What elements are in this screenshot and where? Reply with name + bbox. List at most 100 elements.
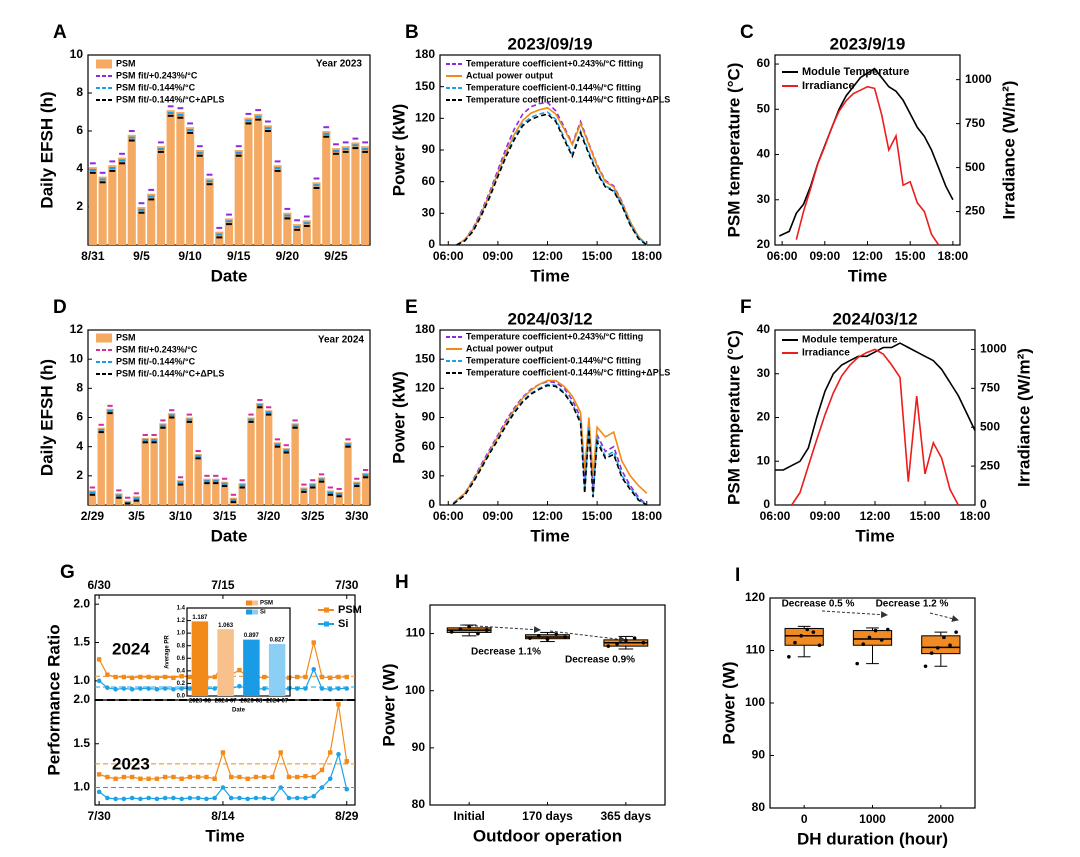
y-tick-label: 6 [76,123,83,137]
x-tick-label: 8/29 [335,809,359,823]
point [606,644,611,648]
bar [98,176,107,245]
point [261,686,267,691]
y-axis-label: PSM temperature (°C) [724,330,743,505]
x-axis-label: Time [530,526,569,545]
panel: D Date Daily EFSH (h) 2 4 6 8 10 12 2/29 3/5 3/10 3/… [37,297,371,545]
x-axis-label: Time [855,526,894,545]
series-line [456,106,648,246]
point [861,642,866,646]
bar [191,621,209,696]
bar [302,220,311,245]
point [476,631,480,636]
series-line [456,101,648,246]
point [311,667,317,672]
x-tick-label: 170 days [522,809,573,823]
panel: C 2023/9/19 Time PSM temperature (°C) Irradi… [724,22,1018,285]
legend-swatch [252,609,258,615]
y-axis-label: Performance Ratio [44,624,63,775]
legend-label: Temperature coefficient-0.144%/°C fittin… [466,355,641,365]
annotation: Year 2023 [316,59,363,70]
point [278,785,284,790]
point [154,675,160,680]
legend-label: Temperature coefficient-0.144%/°C fittin… [466,82,641,92]
bar [108,165,117,245]
point [171,774,176,780]
point [311,793,317,799]
y-tick-label: 0 [428,497,435,511]
point [458,627,463,631]
y2-tick-label: 1000 [965,72,992,86]
x-tick-label: 8/31 [81,249,105,263]
point [336,702,341,707]
arrow [549,630,626,643]
y2-tick-label: 500 [965,160,985,174]
point [344,686,350,691]
legend-swatch [96,333,112,343]
bar [256,402,264,505]
point [615,642,619,646]
point [294,795,300,801]
bar [361,146,370,245]
y-tick-label: 1.5 [73,635,90,649]
x-tick-label: 06:00 [760,509,791,523]
x-tick-label: 7/30 [87,809,111,823]
y2-tick-label: 750 [980,381,1000,395]
y-tick-label: 90 [752,748,766,762]
point [96,772,102,777]
point [295,674,300,680]
point [319,686,325,691]
point [179,776,184,781]
y-tick-label: 90 [422,142,436,156]
y2-tick-label: 750 [965,116,985,130]
panel: A Date Daily EFSH (h) 2 4 6 8 10 8/31 9/5 9/10 9/15… [37,22,371,285]
arrow [821,610,888,619]
y-tick-label: 0.6 [177,656,186,662]
point [886,627,890,632]
bar [137,207,146,245]
x-tick-label: 6/30 [87,578,111,592]
bar [194,453,202,505]
point [253,795,259,801]
x-tick-label: 8/14 [211,809,235,823]
x-tick-label: 9/25 [324,249,348,263]
x-axis-label: Time [848,266,887,285]
y-tick-label: 1.2 [177,618,186,624]
y-axis-label: Daily EFSH (h) [37,359,56,476]
bar [106,408,114,505]
bar [263,125,272,245]
point [228,795,234,801]
y-tick-label: 1.0 [177,631,186,637]
x-axis-label: DH duration (hour) [797,829,948,848]
bar [238,483,246,505]
bar [217,629,234,696]
x-tick-label: 9/5 [133,249,150,263]
y2-tick-label: 500 [980,419,1000,433]
bar [88,167,97,245]
bar [224,218,234,245]
bar [195,150,204,245]
panel-letter: I [735,565,740,586]
y-tick-label: 30 [422,206,436,220]
point [311,774,316,780]
legend-swatch [252,600,258,606]
point [303,686,308,691]
bar [312,182,321,245]
bar [186,127,195,245]
y-tick-label: 40 [757,147,771,161]
point [632,636,637,640]
x-axis-label: Time [205,826,244,845]
y-tick-label: 120 [745,590,765,604]
point [129,686,135,692]
legend-label: PSM fit/-0.144%/°C [116,82,196,92]
panel: E 2024/03/12 Time Power (kW) 0 30 60 90 120 150 18… [389,297,670,545]
x-tick-label: 18:00 [631,509,662,523]
panel-letter: H [395,572,409,593]
x-tick-label: 3/15 [213,509,237,523]
legend-label: Temperature coefficient-0.144%/°C fittin… [466,367,670,377]
y2-axis-label: Irradiance (W/m²) [999,81,1018,220]
point [793,640,797,645]
point [171,795,176,801]
legend-label: Temperature coefficient+0.243%/°C fittin… [466,331,643,341]
point [237,683,242,689]
